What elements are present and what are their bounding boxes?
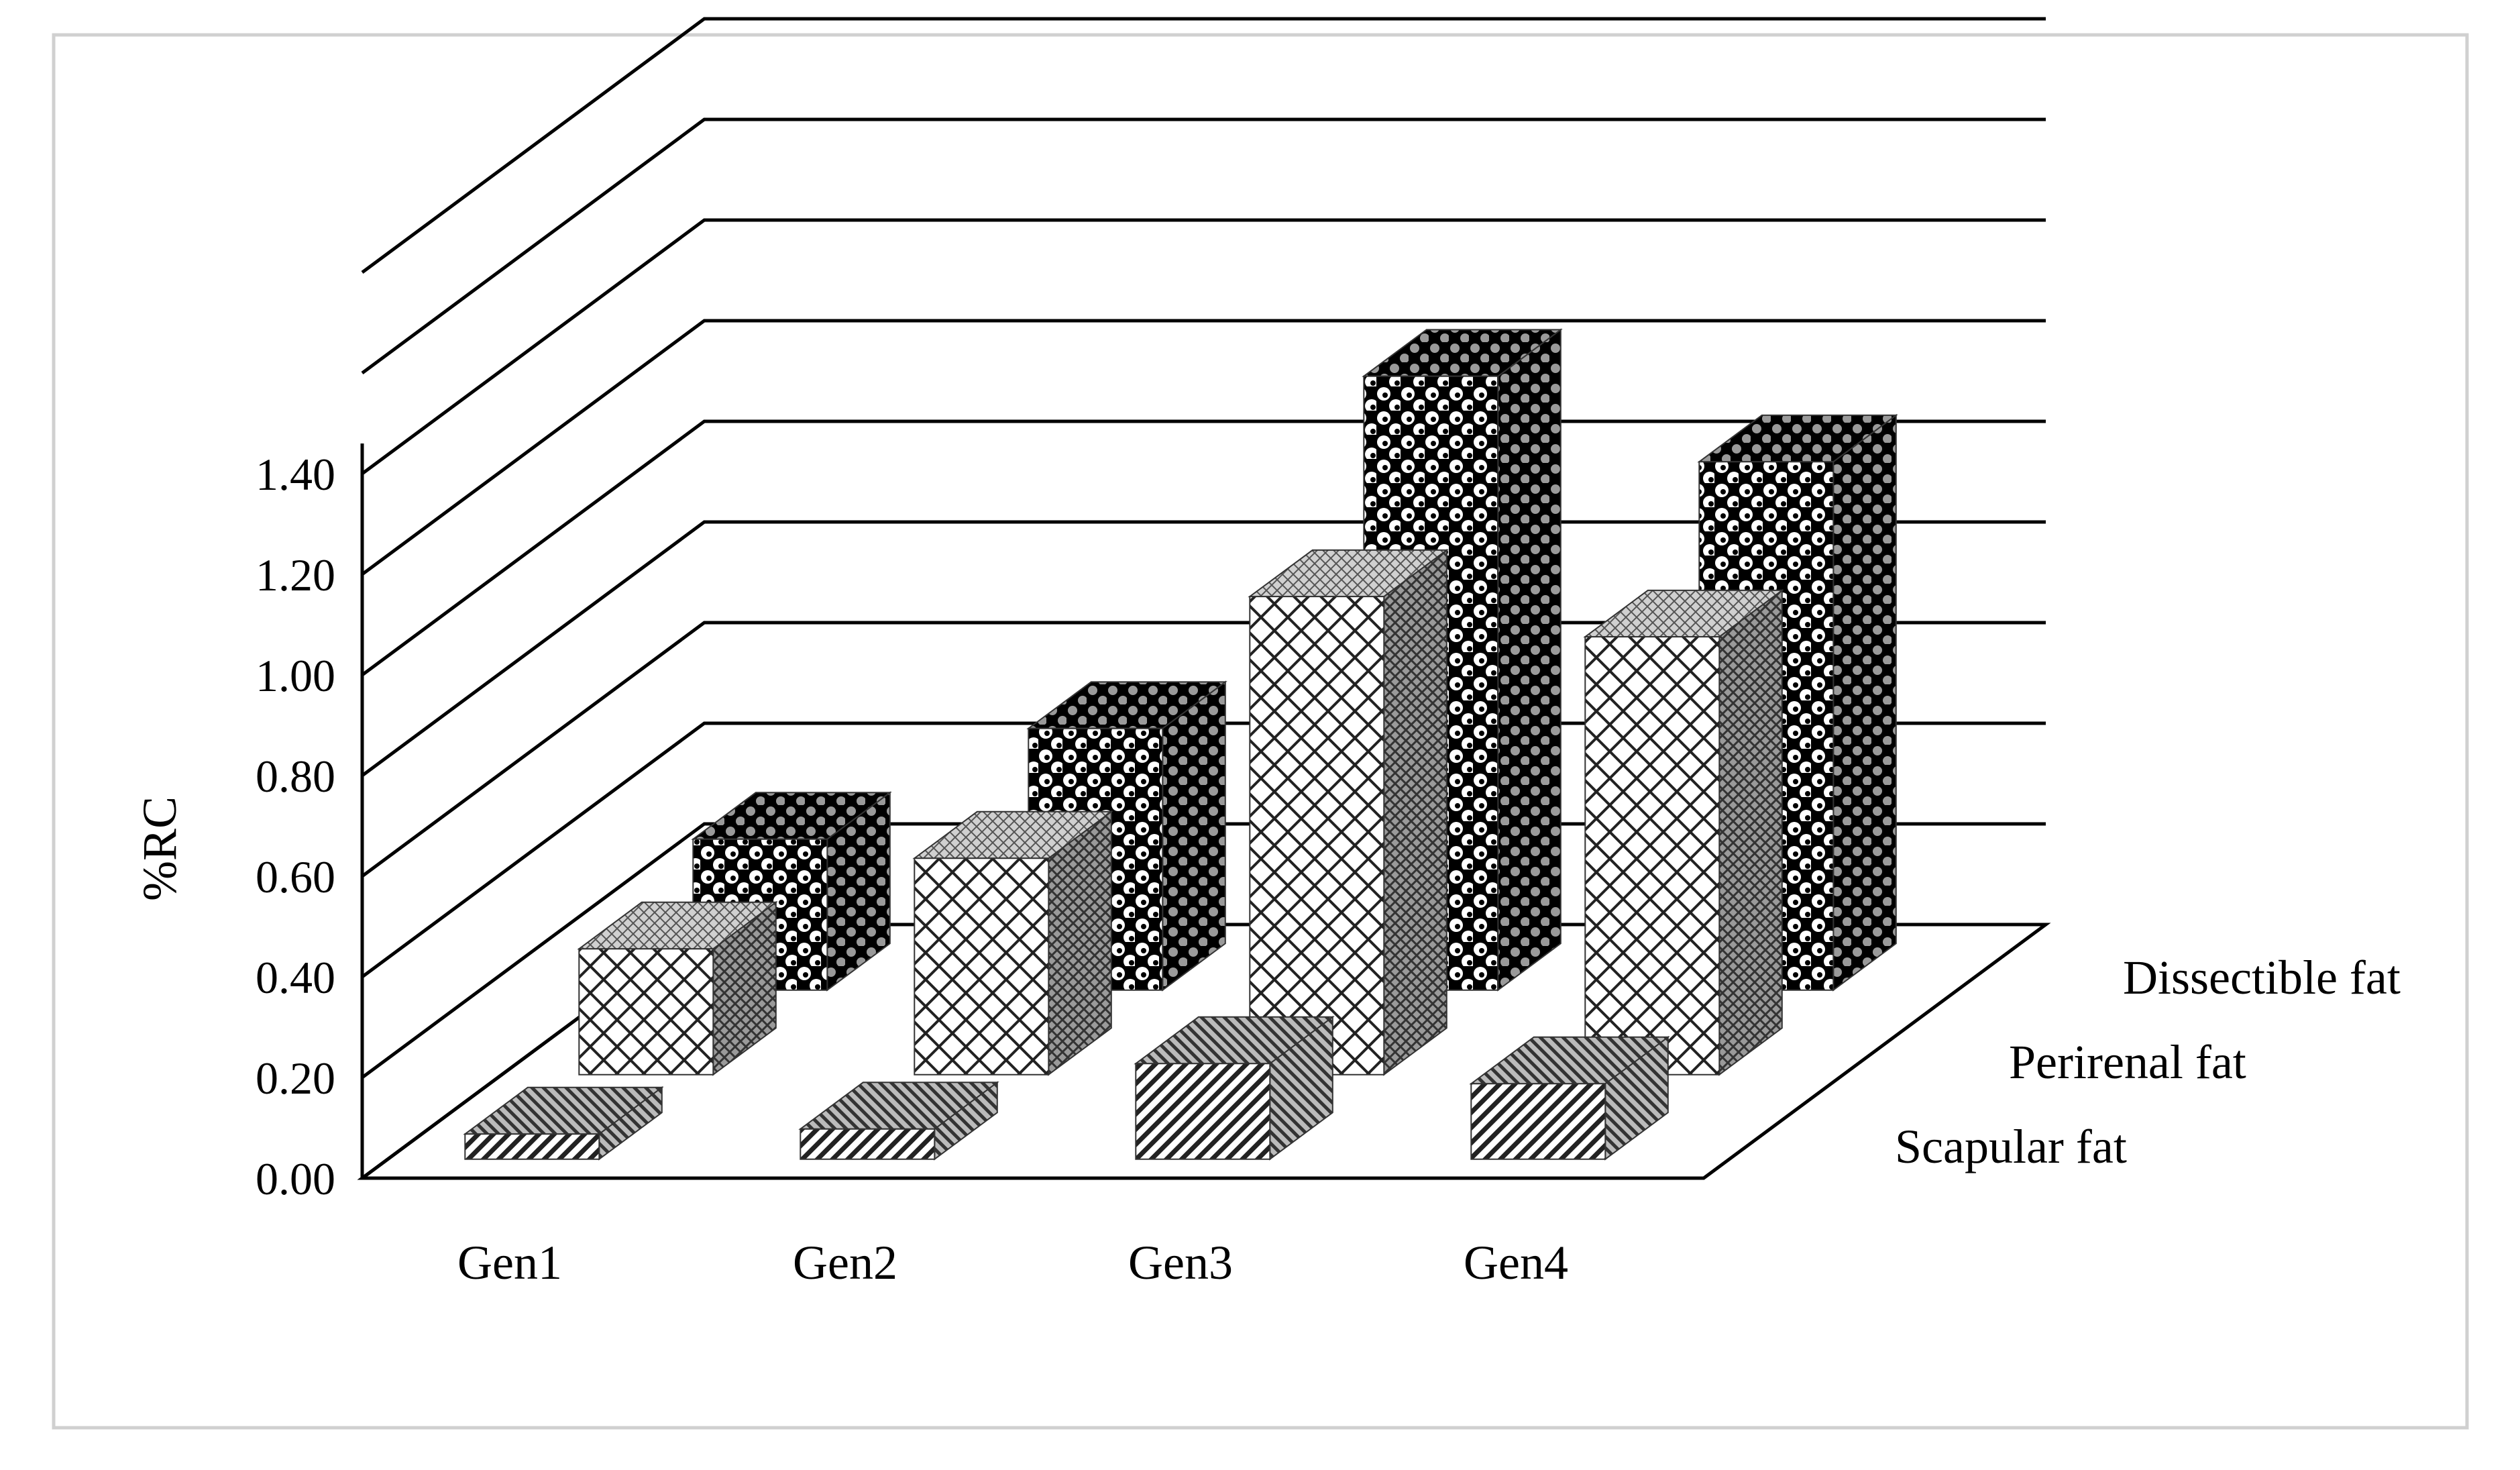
gridline [361, 621, 2046, 878]
x-tick-label: Gen3 [1128, 1236, 1233, 1290]
bar-side [1718, 588, 1783, 1076]
bars [463, 328, 1898, 1161]
y-tick-label: 1.00 [256, 650, 335, 701]
series-label: Scapular fat [1895, 1120, 2127, 1173]
y-tick-label: 0.60 [256, 851, 335, 902]
y-tick-label: 1.20 [256, 549, 335, 600]
bar-front [1135, 1063, 1271, 1160]
gridline [361, 117, 2046, 375]
bar-front [914, 857, 1050, 1075]
gridline [361, 17, 2046, 274]
gridline [361, 520, 2046, 778]
y-tick-label: 0.20 [256, 1053, 335, 1104]
y-tick-label: 1.40 [256, 449, 335, 500]
gridline [361, 319, 2046, 576]
bar-side [1162, 680, 1226, 992]
bar-side [1497, 328, 1562, 992]
bar-front [464, 1133, 600, 1160]
bar [798, 1081, 999, 1161]
bar [1134, 1015, 1335, 1161]
bar-front [1470, 1083, 1606, 1160]
y-axis-title: %RC [133, 796, 186, 901]
bar-front [800, 1128, 936, 1160]
bar-front [1584, 636, 1720, 1075]
bar-front [578, 948, 714, 1075]
y-tick-label: 0.80 [256, 751, 335, 802]
bar [1583, 588, 1784, 1076]
gridline [361, 218, 2046, 476]
y-tick-label: 0.40 [256, 952, 335, 1003]
bar [912, 810, 1113, 1076]
gridline [361, 419, 2046, 677]
bar [463, 1086, 664, 1161]
series-label: Perirenal fat [2009, 1035, 2246, 1089]
series-label: Dissectible fat [2123, 951, 2401, 1004]
x-tick-label: Gen4 [1464, 1236, 1568, 1290]
bar-side [1832, 413, 1897, 992]
bar-side [1383, 548, 1447, 1076]
bar [577, 900, 778, 1076]
x-tick-label: Gen2 [793, 1236, 897, 1290]
y-tick-label: 0.00 [256, 1153, 335, 1204]
bar-front [1249, 596, 1385, 1075]
bar [1469, 1035, 1670, 1161]
bar [1248, 548, 1449, 1076]
labels: 0.00 0.20 0.40 0.60 0.80 1.00 1.20 1.40 Gen1 Gen2… [133, 449, 2401, 1290]
x-tick-label: Gen1 [457, 1236, 562, 1290]
